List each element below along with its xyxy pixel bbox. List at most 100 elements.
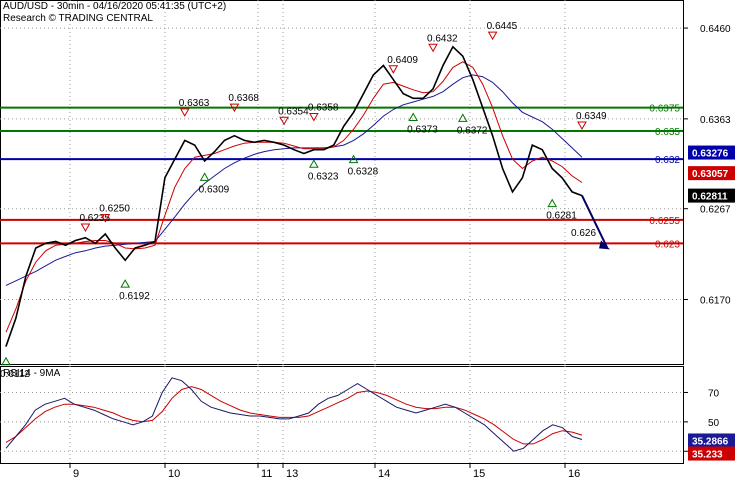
price-point [412, 97, 414, 99]
price-point [184, 139, 186, 141]
price-point [15, 317, 17, 319]
price-tag-label: 0.62811 [692, 192, 728, 203]
swing-high-label: 0.6368 [228, 93, 259, 104]
swing-high-label: 0.6432 [427, 33, 458, 44]
swing-high-label: 0.6250 [99, 204, 130, 215]
price-point [402, 92, 404, 95]
rsi-tag-label: 35.2866 [692, 436, 729, 447]
swing-high-marker [487, 31, 498, 41]
swing-high-marker [577, 121, 587, 130]
price-point [422, 97, 424, 99]
swing-low-label: 0.6328 [348, 167, 379, 178]
swing-high-marker [279, 116, 289, 126]
price-point [253, 141, 255, 143]
y-tick-label: 0.6363 [700, 115, 731, 126]
rsi-tag [688, 433, 735, 448]
price-point [511, 191, 514, 193]
price-point [521, 177, 524, 179]
price-point [263, 139, 265, 141]
price-point [313, 149, 315, 151]
swing-low-marker [120, 279, 131, 288]
x-tick-label: 9 [73, 468, 79, 480]
swing-low-label: 0.6323 [308, 171, 339, 182]
price-tag [688, 166, 735, 181]
swing-high-label: 0.6363 [179, 98, 210, 109]
swing-high-marker [179, 108, 190, 117]
swing-high-marker [309, 113, 319, 122]
price-tag [688, 188, 735, 203]
forecast-arrow-head [599, 240, 610, 250]
price-point [144, 244, 146, 246]
swing-high-marker [388, 65, 399, 74]
price-point [362, 92, 365, 95]
swing-high-label: 0.6235 [79, 213, 110, 224]
price-point [273, 141, 275, 143]
price-point [531, 144, 533, 146]
price-point [223, 139, 226, 141]
price-point [283, 144, 285, 146]
price-tag [688, 145, 735, 160]
price-point [293, 149, 295, 151]
y-tick-label: 0.6460 [700, 24, 731, 35]
forecast-arrow-line [581, 195, 608, 248]
price-point [213, 151, 216, 153]
price-point [94, 242, 96, 244]
swing-low-label: 0.6281 [546, 211, 577, 222]
price-point [303, 152, 305, 155]
price-point [492, 135, 494, 137]
price-point [501, 167, 504, 170]
price-point [382, 64, 384, 67]
y-tick-label: 0.6170 [700, 295, 731, 306]
price-point [174, 158, 176, 160]
level-label: 0.6255 [649, 216, 680, 227]
price-point [452, 46, 454, 48]
price-point [561, 177, 563, 179]
swing-low-marker [1, 356, 11, 366]
price-line [5, 45, 583, 347]
swing-high-label: 0.6358 [308, 103, 339, 114]
price-point [124, 259, 126, 261]
rsi-line [5, 377, 583, 452]
price-point [84, 237, 87, 239]
rsi-tick-label: 50 [708, 418, 720, 429]
price-point [64, 244, 67, 246]
swing-low-label: 0.6373 [407, 125, 438, 136]
y-tick-label: 0.6267 [700, 205, 731, 216]
price-point [372, 74, 375, 76]
price-point [154, 240, 156, 243]
x-tick-label: 16 [568, 468, 580, 480]
x-tick-label: 15 [473, 468, 485, 480]
swing-low-label: 0.6309 [199, 184, 230, 195]
chart-subtitle: Research © TRADING CENTRAL [3, 13, 153, 24]
price-point [442, 64, 444, 67]
price-point [55, 240, 57, 243]
price-point [114, 247, 116, 249]
swing-low-marker [348, 154, 359, 164]
price-point [204, 160, 206, 162]
x-tick-label: 14 [378, 468, 390, 480]
level-label: 0.632 [655, 155, 680, 166]
swing-low-marker [309, 159, 319, 168]
swing-low-marker [408, 112, 419, 121]
swing-high-marker [100, 214, 111, 223]
x-tick-label: 11 [261, 468, 272, 480]
swing-high-label: 0.6445 [487, 21, 518, 32]
price-point [551, 167, 553, 170]
price-point [104, 233, 106, 235]
forecast-target-label: 0.626 [571, 228, 596, 239]
swing-high-label: 0.6354 [278, 106, 309, 117]
swing-high-label: 0.6409 [387, 55, 418, 66]
price-point [472, 78, 474, 81]
price-point [432, 88, 434, 90]
rsi-panel-label: RSI14 - 9MA [3, 368, 61, 379]
rsi-tick-label: 70 [708, 388, 720, 399]
price-point [541, 149, 543, 151]
ma-slow-line [5, 74, 583, 286]
price-point [462, 55, 464, 57]
price-point [333, 144, 335, 146]
rsi-tag [688, 446, 735, 461]
x-tick-label: 10 [168, 468, 180, 480]
swing-low-marker [547, 198, 558, 208]
price-point [45, 242, 47, 244]
